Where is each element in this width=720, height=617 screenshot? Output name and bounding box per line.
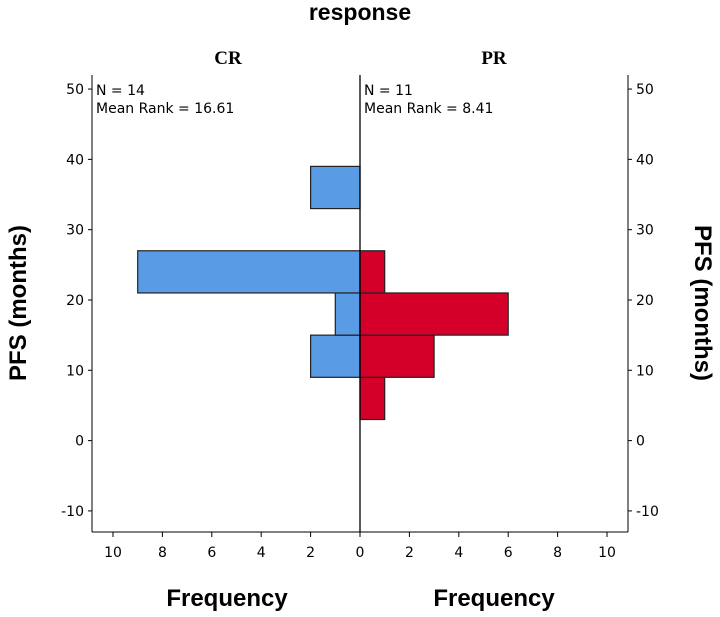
bar-pr-9-15 [359,334,435,378]
bar-cr-21-27 [137,250,361,294]
bar-pr-15-21 [359,292,509,336]
stat-pr-0: N = 11 [364,83,413,99]
stat-cr-1: Mean Rank = 16.61 [96,101,234,117]
bar-cr-15-21 [334,292,361,336]
y-tick-label-right: 0 [636,434,645,450]
y-tick-label-left: 40 [66,152,84,168]
y-axis-title-left: PFS (months) [5,225,32,381]
bar-pr-3-9 [359,376,386,421]
y-tick-label-left: -10 [61,504,84,520]
y-tick-label-right: 10 [636,363,654,379]
x-tick-label-left: 6 [207,545,216,561]
y-tick-label-right: 50 [636,82,654,98]
y-tick-label-left: 10 [66,363,84,379]
y-tick-label-left: 0 [75,434,84,450]
panel-label-cr: CR [214,48,242,69]
y-axis-title-right: PFS (months) [689,225,716,381]
y-tick-label-left: 30 [66,223,84,239]
x-tick-label-left: 4 [257,545,266,561]
x-tick-label-right: 8 [553,545,562,561]
y-tick-label-right: 40 [636,152,654,168]
stat-pr-1: Mean Rank = 8.41 [364,101,493,117]
chart-title: response [309,0,411,25]
x-tick-label-center: 0 [356,545,365,561]
x-axis-title-left: Frequency [166,585,288,612]
x-tick-label-left: 10 [104,545,122,561]
y-tick-label-left: 50 [66,82,84,98]
x-tick-label-left: 2 [306,545,315,561]
bar-cr-9-15 [310,334,361,378]
x-tick-label-right: 6 [504,545,513,561]
x-tick-label-right: 2 [405,545,414,561]
stat-cr-0: N = 14 [96,83,145,99]
y-tick-label-right: 30 [636,223,654,239]
bar-cr-33-39 [310,165,361,210]
y-tick-label-right: -10 [636,504,659,520]
x-axis-title-right: Frequency [433,585,555,612]
x-tick-label-right: 10 [598,545,616,561]
y-tick-label-left: 20 [66,293,84,309]
bar-pr-21-27 [359,250,386,294]
panel-label-pr: PR [481,48,507,69]
y-tick-label-right: 20 [636,293,654,309]
x-tick-label-left: 8 [158,545,167,561]
x-tick-label-right: 4 [454,545,463,561]
